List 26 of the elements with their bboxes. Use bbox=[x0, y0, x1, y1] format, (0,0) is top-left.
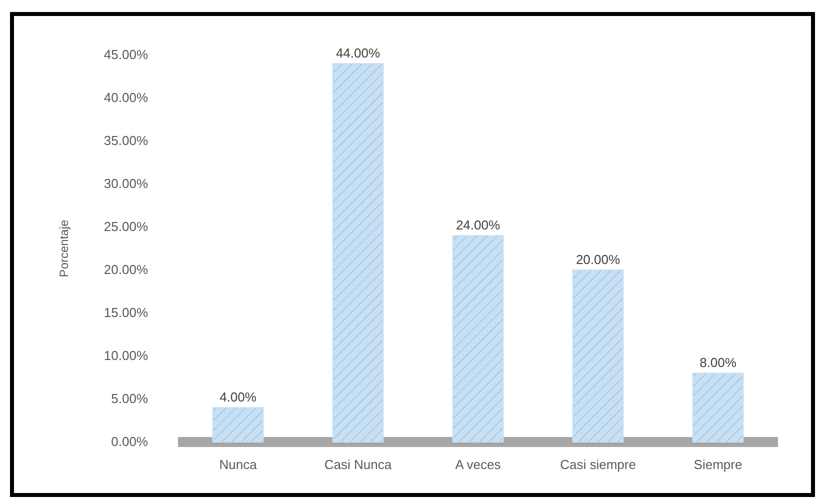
y-tick-label: 15.00% bbox=[104, 305, 148, 320]
y-axis-title: Porcentaje bbox=[57, 219, 71, 278]
x-tick-label: Nunca bbox=[219, 457, 258, 472]
y-tick-label: 20.00% bbox=[104, 262, 148, 278]
y-tick-label: 10.00% bbox=[104, 348, 148, 364]
bar bbox=[212, 407, 264, 442]
x-tick-label: A veces bbox=[455, 457, 502, 472]
x-tick-label: Casi Nunca bbox=[324, 457, 392, 472]
data-label: 24.00% bbox=[456, 218, 500, 233]
x-tick-label: Casi siempre bbox=[560, 457, 636, 472]
x-tick-label: Siempre bbox=[694, 457, 742, 472]
data-label: 4.00% bbox=[220, 390, 257, 405]
y-tick-label: 0.00% bbox=[111, 434, 148, 450]
data-label: 20.00% bbox=[576, 252, 620, 267]
y-tick-label: 30.00% bbox=[104, 176, 148, 192]
y-tick-label: 25.00% bbox=[104, 219, 148, 234]
data-label: 44.00% bbox=[336, 46, 380, 61]
bar bbox=[452, 235, 504, 442]
data-label: 8.00% bbox=[700, 355, 737, 370]
bar bbox=[572, 270, 624, 442]
bar bbox=[692, 372, 744, 442]
bar bbox=[332, 63, 384, 442]
y-tick-label: 5.00% bbox=[111, 391, 148, 406]
y-tick-label: 40.00% bbox=[104, 90, 148, 106]
y-tick-label: 35.00% bbox=[104, 133, 148, 148]
y-tick-label: 45.00% bbox=[104, 47, 148, 62]
